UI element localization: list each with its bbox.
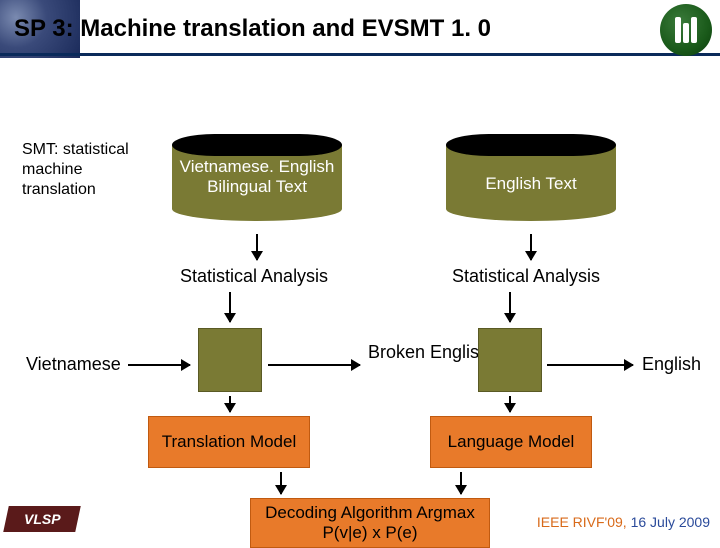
node-english-text: English Text: [446, 134, 616, 221]
node-language-model: Language Model: [430, 416, 592, 468]
arrow-icon: [229, 292, 231, 322]
node-bilingual-text: Vietnamese. English Bilingual Text: [172, 134, 342, 221]
footer-logo: VLSP: [3, 506, 81, 532]
node-lm-intermediate: [478, 328, 542, 392]
smt-definition: SMT: statistical machine translation: [22, 140, 132, 200]
arrow-icon: [509, 396, 511, 412]
title-underline: [0, 53, 720, 56]
node-translation-model: Translation Model: [148, 416, 310, 468]
footer-conference: IEEE RIVF'09,: [537, 514, 631, 530]
stat-analysis-right: Statistical Analysis: [452, 266, 600, 287]
arrow-icon: [280, 472, 282, 494]
arrow-icon: [128, 364, 190, 366]
arrow-icon: [460, 472, 462, 494]
diagram-canvas: SMT: statistical machine translation Vie…: [0, 58, 720, 540]
arrow-icon: [547, 364, 633, 366]
arrow-icon: [256, 234, 258, 260]
footer-citation: IEEE RIVF'09, 16 July 2009: [537, 514, 710, 530]
node-tm-intermediate: [198, 328, 262, 392]
node-english-text-label: English Text: [446, 145, 616, 221]
label-english: English: [642, 354, 701, 375]
arrow-icon: [509, 292, 511, 322]
org-logo-icon: [660, 4, 712, 56]
title-bar: SP 3: Machine translation and EVSMT 1. 0: [0, 0, 720, 58]
arrow-icon: [268, 364, 360, 366]
node-bilingual-label: Vietnamese. English Bilingual Text: [172, 145, 342, 221]
slide-title: SP 3: Machine translation and EVSMT 1. 0: [14, 15, 491, 43]
label-broken-english: Broken English: [368, 342, 489, 364]
stat-analysis-left: Statistical Analysis: [180, 266, 328, 287]
footer-logo-text: VLSP: [24, 511, 61, 527]
arrow-icon: [229, 396, 231, 412]
node-decoding-algorithm: Decoding Algorithm Argmax P(v|e) x P(e): [250, 498, 490, 548]
arrow-icon: [530, 234, 532, 260]
footer-date: 16 July 2009: [631, 514, 710, 530]
label-vietnamese: Vietnamese: [26, 354, 121, 375]
